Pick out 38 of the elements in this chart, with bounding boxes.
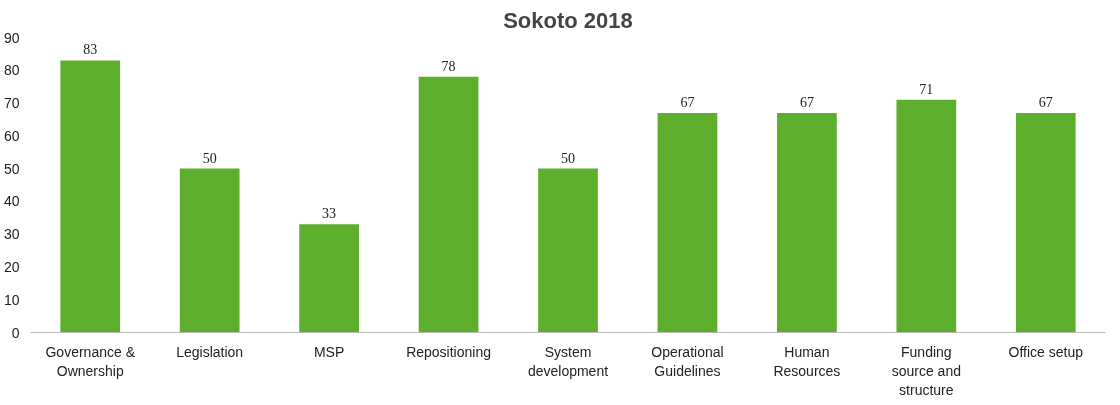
bar — [299, 224, 359, 333]
x-tick-label: Office setup — [1008, 343, 1084, 360]
x-tick-label: Funding source and structure — [891, 343, 961, 398]
data-label: 67 — [680, 94, 695, 110]
data-label: 78 — [441, 58, 456, 74]
bar — [896, 99, 957, 333]
y-tick-label: 20 — [3, 258, 20, 275]
bar — [60, 60, 121, 333]
y-tick-label: 0 — [11, 324, 20, 341]
bar — [179, 168, 240, 333]
y-tick-label: 80 — [3, 62, 20, 79]
data-label: 33 — [322, 206, 337, 222]
x-tick-label: Human Resources — [773, 343, 841, 379]
x-tick-label: MSP — [313, 343, 345, 360]
chart-title: Sokoto 2018 — [503, 7, 633, 33]
y-tick-label: 40 — [3, 193, 20, 210]
y-tick-label: 70 — [3, 95, 20, 112]
x-tick-label: System development — [527, 343, 609, 379]
y-tick-label: 60 — [3, 127, 20, 144]
y-tick-label: 50 — [3, 160, 20, 177]
data-label: 67 — [1038, 94, 1053, 110]
data-label: 50 — [561, 150, 575, 166]
x-tick-label: Legislation — [176, 343, 244, 360]
y-tick-label: 90 — [3, 29, 20, 46]
data-label: 83 — [83, 42, 98, 58]
data-label: 50 — [202, 150, 217, 166]
y-tick-label: 30 — [3, 226, 20, 243]
bar — [657, 112, 718, 333]
y-tick-label: 10 — [3, 291, 20, 308]
bar — [1015, 112, 1076, 333]
x-tick-label: Operational Guidelines — [651, 343, 724, 379]
bar — [538, 168, 598, 333]
x-tick-label: Governance & Ownership — [45, 343, 136, 379]
bar — [418, 76, 479, 333]
bar — [777, 112, 837, 333]
data-label: 71 — [919, 81, 934, 97]
x-tick-label: Repositioning — [406, 343, 491, 360]
data-label: 67 — [799, 94, 814, 110]
